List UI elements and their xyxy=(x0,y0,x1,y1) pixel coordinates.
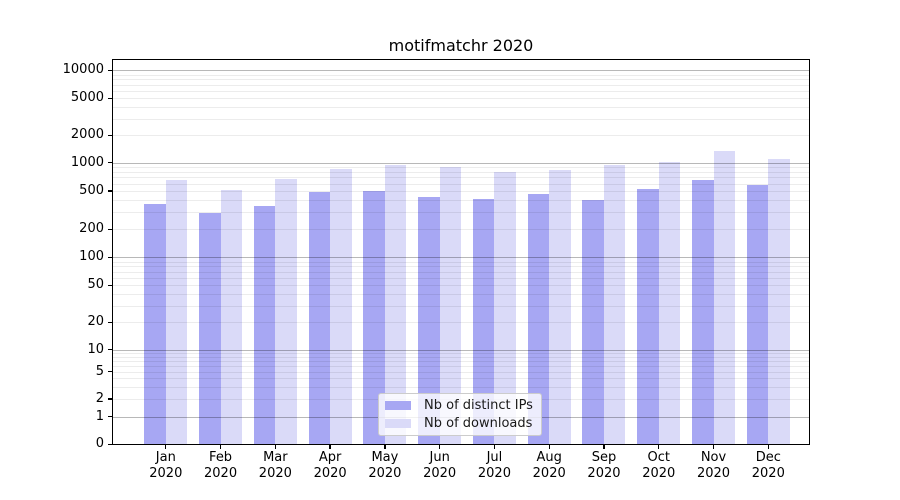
y-tick-mark xyxy=(108,256,113,258)
x-tick-label: Jun 2020 xyxy=(423,450,457,482)
bar-distinct-ips-oct xyxy=(637,189,659,444)
y-tick-mark xyxy=(108,228,113,230)
y-tick-mark xyxy=(108,69,113,71)
bar-distinct-ips-aug xyxy=(527,194,550,444)
x-tick-mark xyxy=(274,444,277,450)
bar-distinct-ips-apr xyxy=(308,191,331,444)
bar-downloads-feb xyxy=(220,189,243,444)
plot-area xyxy=(112,59,810,445)
y-tick-label: 1 xyxy=(95,408,104,424)
x-tick-mark xyxy=(219,444,222,450)
x-tick-mark xyxy=(548,444,550,450)
x-tick-label: Jan 2020 xyxy=(149,450,183,482)
y-tick-label: 100 xyxy=(79,249,104,265)
y-tick-mark xyxy=(108,190,113,192)
bar-distinct-ips-feb xyxy=(199,212,221,444)
y-tick-mark xyxy=(108,162,113,164)
x-tick-mark xyxy=(712,444,715,450)
bar-downloads-jan xyxy=(165,180,188,444)
bar-downloads-oct xyxy=(658,162,681,444)
y-tick-mark xyxy=(108,97,113,99)
y-tick-label: 200 xyxy=(79,221,104,237)
x-tick-mark xyxy=(384,444,386,450)
y-tick-mark xyxy=(108,284,113,286)
y-tick-label: 500 xyxy=(79,183,104,198)
bar-downloads-jun xyxy=(439,167,462,444)
bar-downloads-nov xyxy=(713,150,736,444)
x-tick-mark xyxy=(165,444,167,450)
x-tick-label: Mar 2020 xyxy=(258,450,292,482)
y-tick-mark xyxy=(108,398,113,400)
x-tick-mark xyxy=(329,444,331,450)
y-tick-label: 1000 xyxy=(70,154,104,170)
x-tick-label: Sep 2020 xyxy=(587,450,621,482)
bar-distinct-ips-dec xyxy=(746,185,769,444)
y-tick-mark xyxy=(108,415,113,418)
bar-distinct-ips-sep xyxy=(582,199,604,444)
y-tick-label: 5000 xyxy=(70,90,104,106)
x-tick-label: May 2020 xyxy=(368,450,402,482)
x-tick-label: Dec 2020 xyxy=(751,450,785,482)
y-tick-label: 0 xyxy=(95,436,104,452)
bar-distinct-ips-mar xyxy=(253,205,276,444)
bar-downloads-sep xyxy=(603,164,626,444)
bars-layer xyxy=(113,60,809,444)
x-tick-label: Aug 2020 xyxy=(532,450,566,482)
bar-downloads-aug xyxy=(549,169,571,444)
y-tick-label: 20 xyxy=(87,314,104,330)
legend-row-distinct-ips: Nb of distinct IPs xyxy=(385,398,535,413)
bar-distinct-ips-nov xyxy=(692,180,714,444)
x-tick-label: Oct 2020 xyxy=(642,450,676,482)
legend-swatch-distinct-ips xyxy=(385,401,411,410)
legend-label-downloads: Nb of downloads xyxy=(424,416,533,431)
bar-downloads-may xyxy=(384,164,407,444)
x-tick-mark xyxy=(438,444,441,450)
y-tick-mark xyxy=(108,134,113,136)
x-tick-label: Feb 2020 xyxy=(204,450,238,482)
bar-downloads-apr xyxy=(330,168,352,444)
x-tick-mark xyxy=(767,444,769,450)
bar-downloads-dec xyxy=(768,158,790,444)
bar-distinct-ips-jul xyxy=(472,199,495,444)
legend-row-downloads: Nb of downloads xyxy=(385,416,535,431)
x-tick-mark xyxy=(493,444,496,450)
bar-downloads-mar xyxy=(275,178,297,444)
y-tick-mark xyxy=(108,443,113,445)
y-tick-label: 2000 xyxy=(70,127,104,143)
legend-label-distinct-ips: Nb of distinct IPs xyxy=(424,398,533,413)
x-tick-label: Jul 2020 xyxy=(477,450,511,482)
y-tick-mark xyxy=(108,370,113,373)
y-tick-label: 5 xyxy=(95,363,104,379)
y-tick-mark xyxy=(108,348,113,351)
x-tick-label: Apr 2020 xyxy=(313,450,347,482)
bar-distinct-ips-jan xyxy=(144,203,166,444)
bar-distinct-ips-may xyxy=(363,190,385,444)
y-tick-label: 10 xyxy=(87,341,104,357)
bar-distinct-ips-jun xyxy=(418,196,440,444)
y-tick-label: 2 xyxy=(95,391,104,406)
chart-title: motifmatchr 2020 xyxy=(388,36,534,55)
x-tick-mark xyxy=(658,444,660,450)
legend-swatch-downloads xyxy=(385,419,411,428)
legend: Nb of distinct IPs Nb of downloads xyxy=(378,393,542,436)
x-tick-mark xyxy=(603,444,605,450)
bar-downloads-jul xyxy=(494,171,516,444)
y-tick-mark xyxy=(108,321,113,323)
x-tick-label: Nov 2020 xyxy=(696,450,731,482)
y-tick-label: 10000 xyxy=(62,62,104,78)
y-tick-label: 50 xyxy=(87,277,104,293)
